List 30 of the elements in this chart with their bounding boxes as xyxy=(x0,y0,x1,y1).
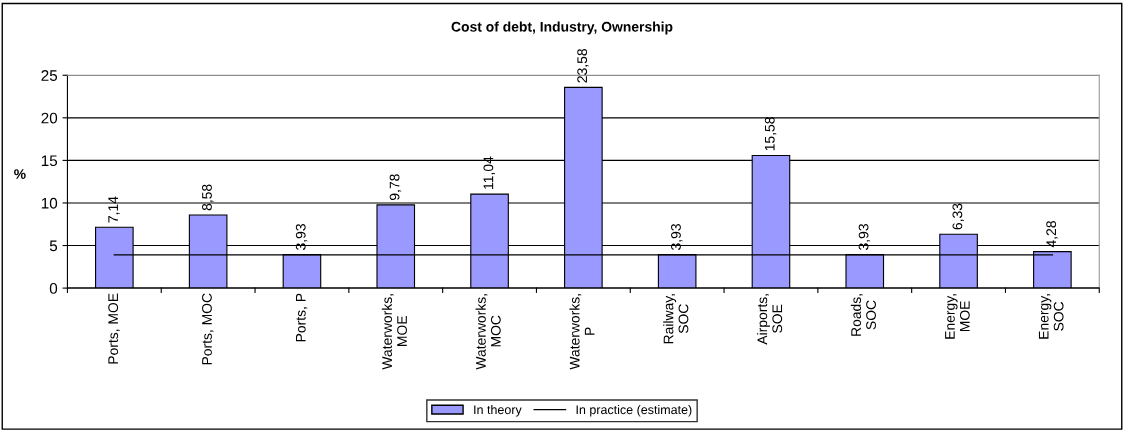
data-label: 8,58 xyxy=(202,184,214,211)
y-tick-label: 25 xyxy=(41,70,58,81)
x-tick-label: Waterworks, P xyxy=(569,294,595,370)
data-label: 23,58 xyxy=(577,49,589,83)
data-label: 15,58 xyxy=(764,117,777,151)
x-tick-label: Waterworks, MOE xyxy=(381,294,407,370)
data-label: 3,93 xyxy=(858,224,871,250)
x-tick-label: Ports, P xyxy=(295,293,308,342)
x-tick-label: Airports, SOE xyxy=(757,294,783,345)
data-label: 7,14 xyxy=(108,196,120,223)
y-tick-label: 0 xyxy=(49,282,58,294)
x-tick-label: Ports, MOC xyxy=(202,293,214,365)
y-axis-title: % xyxy=(14,169,26,179)
y-tick-label: 10 xyxy=(41,197,58,209)
data-label: 6,33 xyxy=(952,203,964,230)
chart-title: Cost of debt, Industry, Ownership xyxy=(451,21,673,35)
y-tick-label: 5 xyxy=(49,240,58,252)
y-tick-label: 20 xyxy=(41,112,58,124)
x-tick-label: Energy, MOE xyxy=(945,294,970,339)
x-tick-label: Roads, SOC xyxy=(850,294,876,336)
data-label: 11,04 xyxy=(483,156,495,189)
x-tick-label: Ports, MOE xyxy=(108,293,120,364)
x-tick-label: Railway, SOC xyxy=(663,294,689,344)
data-label: 4,28 xyxy=(1046,221,1058,248)
x-tick-label: Waterworks, MOC xyxy=(475,294,501,370)
data-label: 9,78 xyxy=(389,174,402,201)
legend-label: In theory xyxy=(474,404,522,417)
legend-label: In practice (estimate) xyxy=(576,404,692,417)
y-tick-label: 15 xyxy=(41,155,58,167)
x-tick-label: Energy, SOC xyxy=(1038,294,1064,339)
